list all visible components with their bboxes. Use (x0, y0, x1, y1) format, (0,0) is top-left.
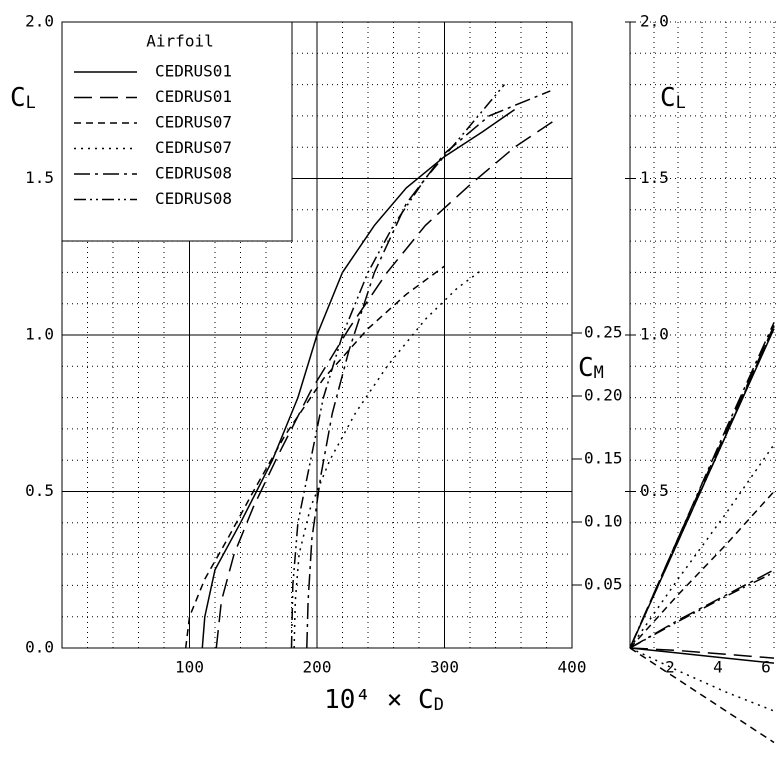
x-axis-label: 10⁴ × CD (324, 685, 444, 715)
series-line (306, 90, 551, 649)
legend-label: CEDRUS07 (155, 138, 232, 157)
legend-label: CEDRUS01 (155, 87, 232, 106)
x-tick-label: 300 (430, 658, 459, 677)
series-line (629, 647, 775, 664)
y-tick-label: 2.0 (640, 12, 669, 31)
y-tick-label: 0.0 (25, 638, 54, 657)
series-line (629, 490, 775, 649)
y-tick-label: 1.5 (25, 168, 54, 187)
series-line (629, 325, 775, 649)
x-tick-label: 6 (761, 658, 771, 677)
series-line (201, 108, 516, 649)
series-line (629, 569, 775, 649)
y-tick-label: 0.5 (640, 481, 669, 500)
y2-tick-label: 0.25 (584, 323, 623, 342)
y2-axis-label: CM (578, 353, 604, 383)
y2-tick-label: 0.10 (584, 512, 623, 531)
y2-tick-label: 0.05 (584, 575, 623, 594)
y2-tick-label: 0.20 (584, 386, 623, 405)
x-tick-label: 4 (713, 658, 723, 677)
legend-title: Airfoil (146, 32, 213, 51)
y-tick-label: 0.5 (25, 481, 54, 500)
x-tick-label: 100 (175, 658, 204, 677)
legend: Airfoil CEDRUS01 CEDRUS01 CEDRUS07 CEDRUS07 C… (61, 21, 293, 242)
legend-label: CEDRUS08 (155, 189, 232, 208)
y-axis-label: CL (10, 83, 36, 113)
series-line (629, 647, 775, 712)
series-line (215, 118, 558, 649)
series-line (184, 265, 445, 649)
y-tick-label: 1.0 (25, 325, 54, 344)
series-line (629, 647, 775, 744)
y2-tick-label: 0.15 (584, 449, 623, 468)
y-tick-label: 1.5 (640, 168, 669, 187)
legend-box (61, 21, 293, 242)
series-line (629, 647, 775, 659)
legend-label: CEDRUS01 (155, 62, 232, 81)
y-tick-label: 1.0 (640, 325, 669, 344)
x-tick-label: 400 (558, 658, 587, 677)
series-line (629, 571, 775, 649)
x-tick-label: 200 (303, 658, 332, 677)
series-line (290, 84, 505, 649)
legend-label: CEDRUS08 (155, 164, 232, 183)
y-tick-label: 2.0 (25, 12, 54, 31)
legend-label: CEDRUS07 (155, 113, 232, 132)
y-axis-label: CL (660, 83, 686, 113)
series-line (293, 268, 484, 649)
x-tick-label: 2 (665, 658, 675, 677)
